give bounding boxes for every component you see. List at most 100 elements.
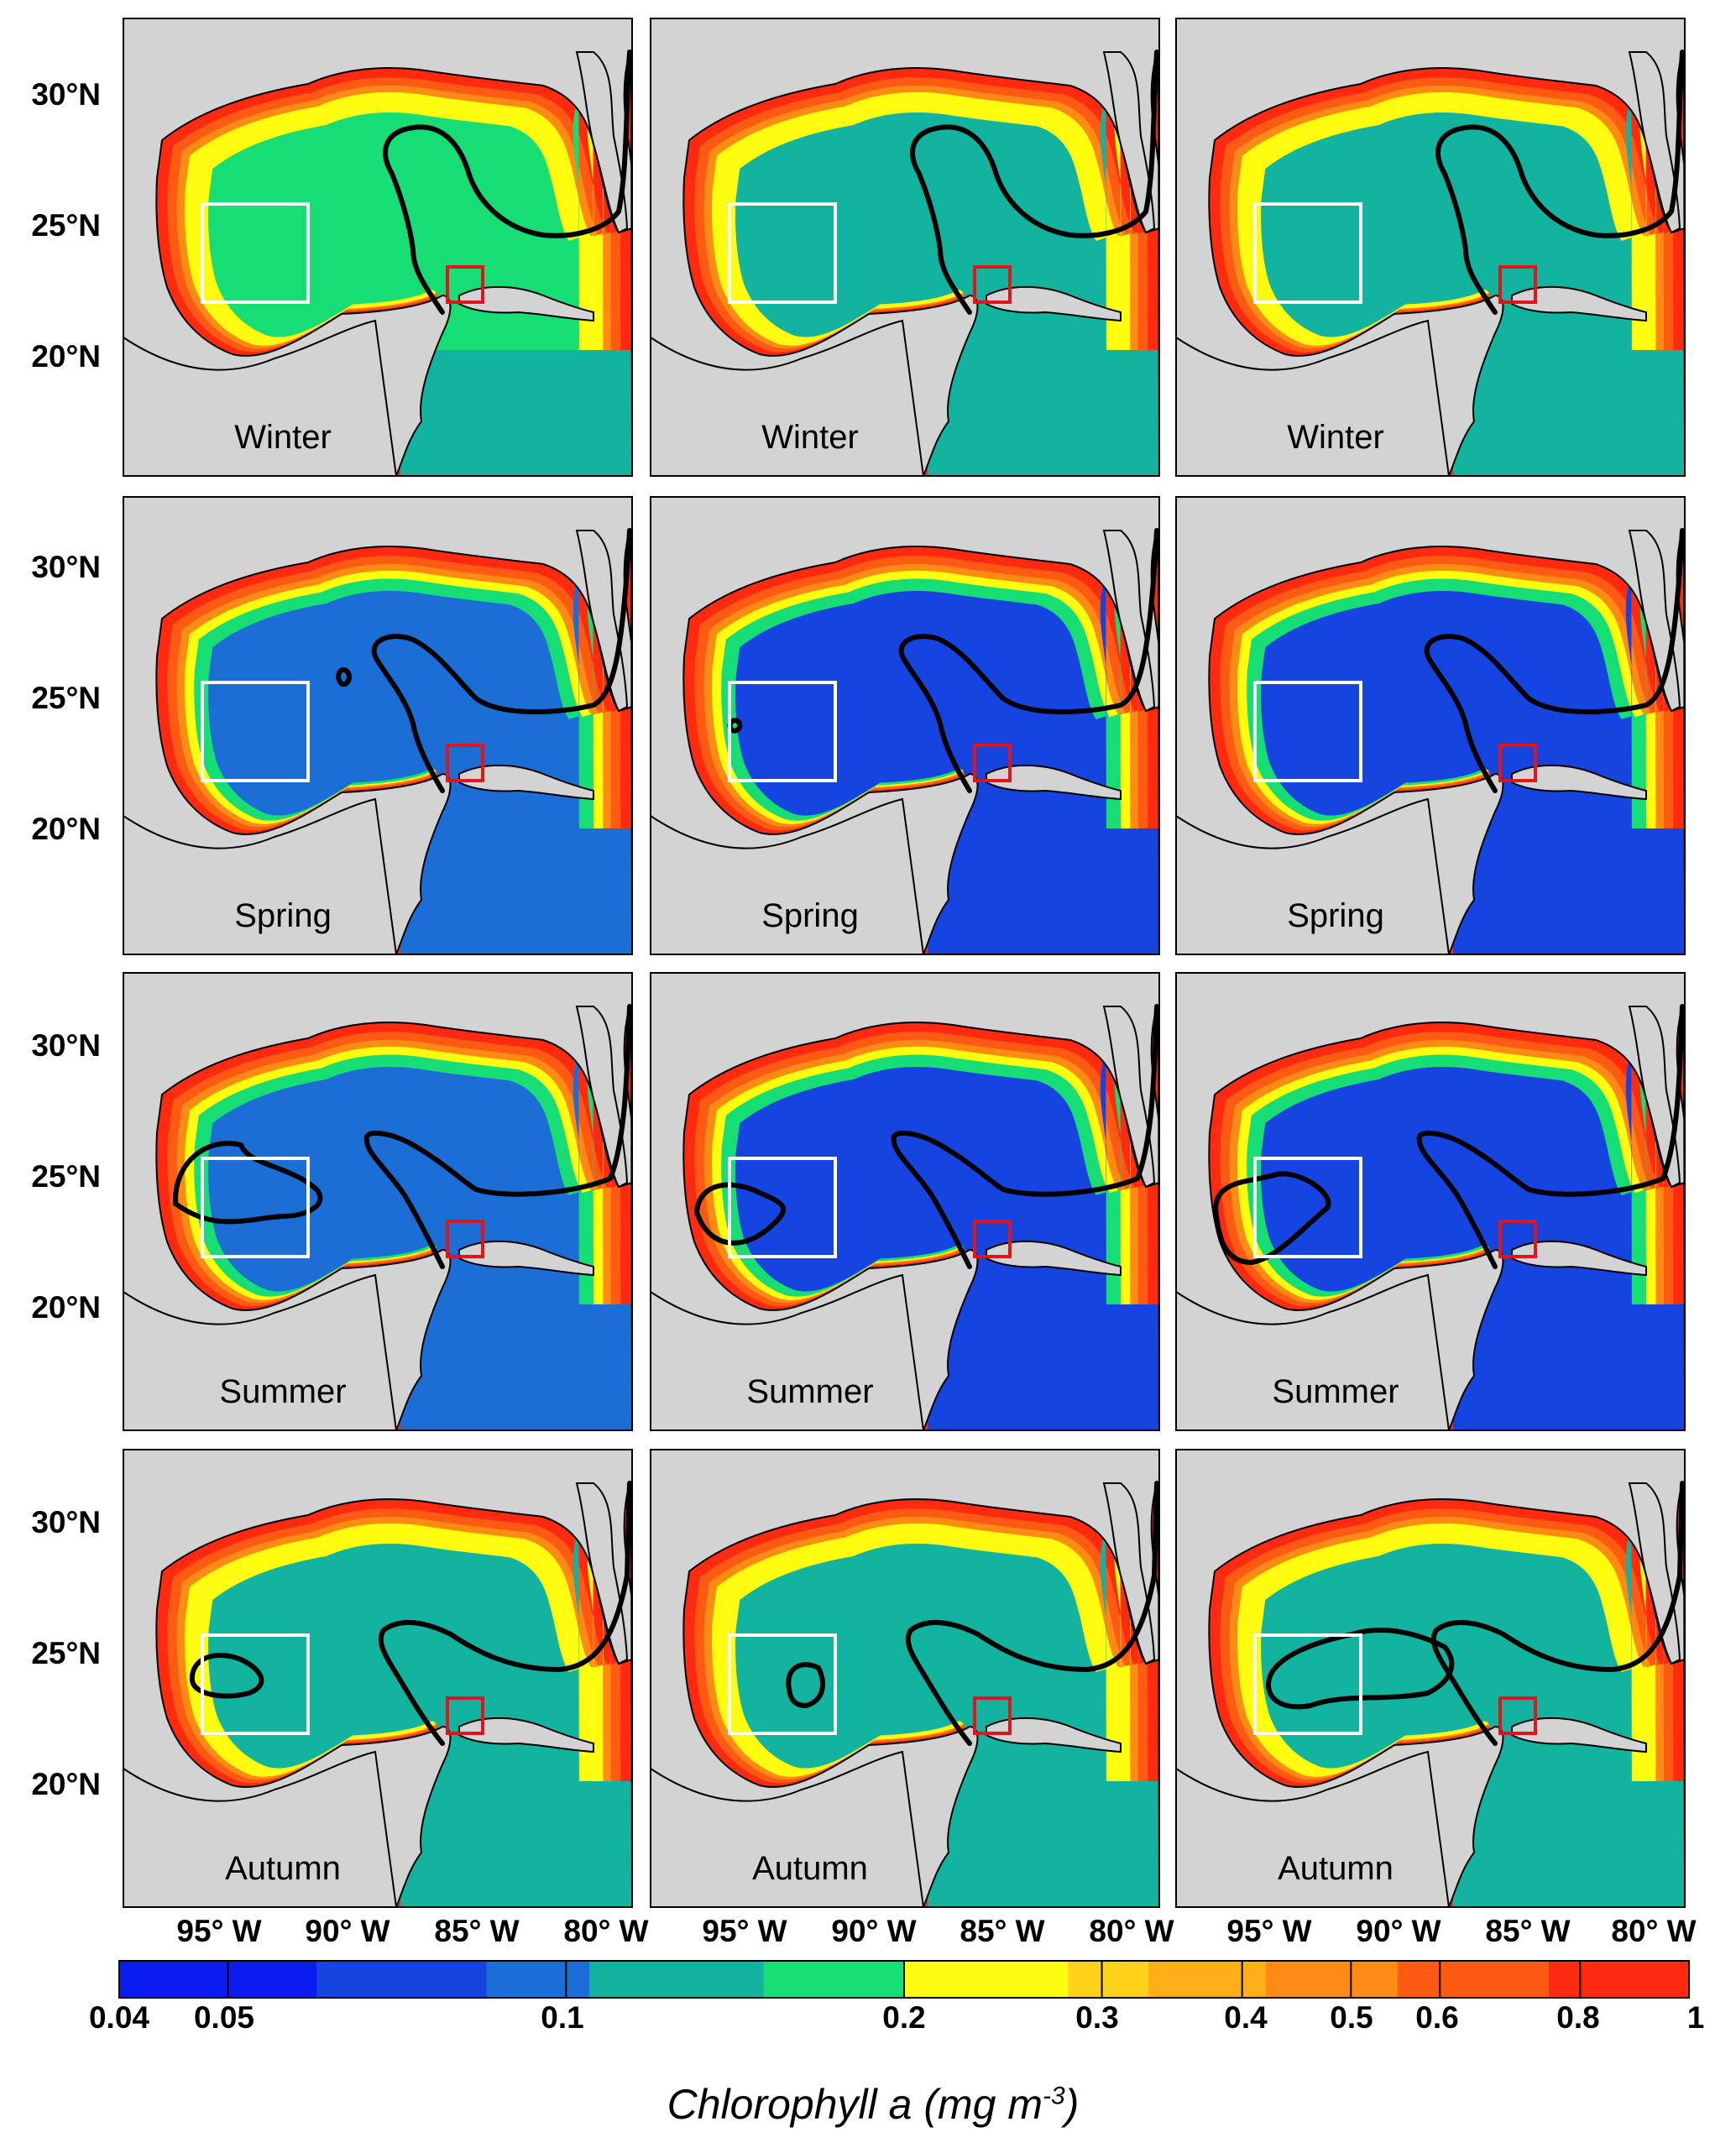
lat-label-20n: 20°N	[31, 1290, 101, 1325]
study-box-white	[728, 1157, 837, 1258]
season-label: Summer	[219, 1373, 346, 1410]
cuba-island	[986, 285, 1122, 322]
eddy-contour	[1213, 1171, 1331, 1266]
study-box-white	[728, 202, 837, 304]
lat-label-25n: 25°N	[31, 208, 101, 243]
loop-current-front	[1435, 50, 1685, 315]
central-america-land	[650, 797, 925, 955]
study-box-white	[201, 1157, 310, 1258]
colorbar-tick-0-2: 0.2	[882, 2000, 926, 2035]
loop-current-front	[1430, 1481, 1685, 1746]
map-panel-summer-2: Summer	[650, 972, 1160, 1431]
study-box-red	[446, 744, 484, 782]
lat-label-30n: 30°N	[31, 77, 101, 112]
loop-current-front	[891, 1004, 1159, 1269]
colorbar-segment	[119, 1961, 317, 1998]
lon-label-85w: 85° W	[434, 1914, 520, 1948]
loop-current-front	[383, 50, 632, 315]
colorbar-tick-0-04: 0.04	[88, 2000, 149, 2035]
season-label: Autumn	[1278, 1850, 1394, 1887]
colorbar-segment	[1068, 1961, 1148, 1998]
central-america-land	[1175, 797, 1451, 955]
caribbean-offshore	[928, 1304, 1159, 1430]
map-panel-winter-1: Winter	[123, 18, 633, 477]
cuba-island	[1511, 285, 1647, 322]
central-america-land	[1175, 1750, 1451, 1908]
colorbar-tick-0-5: 0.5	[1330, 2000, 1373, 2035]
study-box-white	[1253, 202, 1362, 304]
study-box-red	[1498, 265, 1537, 304]
lat-label-20n: 20°N	[31, 1767, 101, 1801]
colorbar-tick-0-1: 0.1	[541, 2000, 584, 2035]
lat-label-30n: 30°N	[31, 550, 101, 584]
colorbar-title-exponent: -3	[1043, 2082, 1065, 2110]
caribbean-offshore	[1453, 1781, 1685, 1907]
cuba-island	[986, 1240, 1122, 1277]
season-label: Summer	[746, 1373, 873, 1410]
study-box-red	[1498, 1696, 1537, 1735]
central-america-land	[123, 1750, 398, 1908]
season-label: Spring	[1287, 897, 1384, 934]
panel-frame	[123, 972, 633, 1431]
lat-label-30n: 30°N	[31, 1028, 101, 1063]
caribbean-offshore	[928, 1781, 1159, 1907]
eddy-contour	[172, 1141, 323, 1225]
loop-current-front	[910, 50, 1159, 315]
study-box-red	[446, 1696, 484, 1735]
colorbar-segment	[763, 1961, 904, 1998]
lat-label-20n: 20°N	[31, 339, 101, 374]
colorbar-tick-0-6: 0.6	[1415, 2000, 1459, 2035]
season-label: Spring	[761, 897, 859, 934]
florida-peninsula	[1628, 1006, 1681, 1189]
florida-peninsula	[1628, 51, 1681, 234]
lat-label-30n: 30°N	[31, 1505, 101, 1539]
map-panel-winter-3: Winter	[1175, 18, 1686, 477]
loop-current-front	[898, 528, 1159, 793]
lat-label-25n: 25°N	[31, 1636, 101, 1670]
study-box-red	[1498, 1220, 1537, 1258]
florida-peninsula	[575, 51, 629, 234]
season-label: Autumn	[225, 1850, 341, 1887]
season-label: Winter	[1287, 419, 1384, 456]
panel-frame	[650, 1449, 1160, 1908]
map-panel-winter-2: Winter	[650, 18, 1160, 477]
caribbean-offshore	[928, 828, 1159, 954]
colorbar-segment	[1548, 1961, 1689, 1998]
study-box-white	[201, 1633, 310, 1735]
study-box-white	[728, 1633, 837, 1735]
colorbar-tick-0-3: 0.3	[1075, 2000, 1119, 2035]
lat-label-25n: 25°N	[31, 1159, 101, 1194]
central-america-land	[650, 1273, 925, 1431]
cuba-island	[986, 1717, 1122, 1753]
lon-label-95w: 95° W	[1226, 1914, 1312, 1948]
lon-label-90w: 90° W	[1356, 1914, 1441, 1948]
caribbean-offshore	[1453, 828, 1685, 954]
study-box-white	[201, 681, 310, 782]
cuba-island	[458, 1717, 594, 1753]
colorbar-tick-0-4: 0.4	[1224, 2000, 1268, 2035]
colorbar-title: Chlorophyll a (mg m-3)	[537, 2080, 1209, 2129]
central-america-land	[123, 1273, 398, 1431]
loop-current-front	[905, 1481, 1159, 1746]
lon-label-90w: 90° W	[831, 1914, 917, 1948]
loop-current-front	[371, 528, 632, 793]
lat-label-25n: 25°N	[31, 681, 101, 715]
caribbean-offshore	[928, 350, 1159, 476]
study-box-white	[1253, 1157, 1362, 1258]
season-label: Winter	[761, 419, 859, 456]
panel-frame	[650, 496, 1160, 955]
florida-peninsula	[1102, 51, 1156, 234]
panel-frame	[650, 18, 1160, 477]
map-panel-spring-2: Spring	[650, 496, 1160, 955]
season-label: Autumn	[752, 1850, 868, 1887]
loop-current-front	[1424, 528, 1685, 793]
lon-label-90w: 90° W	[305, 1914, 390, 1948]
colorbar-segment	[1148, 1961, 1267, 1998]
season-label: Summer	[1272, 1373, 1399, 1410]
map-panel-autumn-2: Autumn	[650, 1449, 1160, 1908]
florida-peninsula	[575, 1006, 629, 1189]
colorbar-segment	[904, 1961, 1069, 1998]
chlorophyll-field	[683, 1006, 1159, 1430]
panel-frame	[650, 972, 1160, 1431]
loop-current-front	[363, 1004, 632, 1269]
